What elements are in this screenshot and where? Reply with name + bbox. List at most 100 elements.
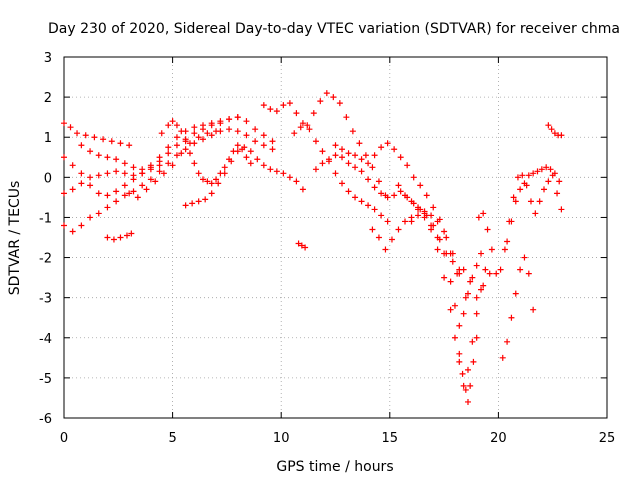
data-point: [226, 116, 233, 123]
series-arc-t: [504, 164, 563, 245]
data-point: [449, 258, 456, 265]
data-point: [530, 170, 537, 177]
data-point: [417, 182, 424, 189]
data-point: [95, 152, 102, 159]
data-point: [165, 150, 172, 157]
series-arc-d: [61, 114, 241, 199]
data-point: [191, 124, 198, 131]
data-point: [208, 132, 215, 139]
data-point: [352, 194, 359, 201]
data-point: [208, 190, 215, 197]
data-point: [139, 166, 146, 173]
data-point: [121, 182, 128, 189]
data-point: [486, 270, 493, 277]
series-arc-n: [369, 208, 493, 301]
data-point: [339, 180, 346, 187]
y-tick-label: 0: [44, 171, 52, 186]
data-point: [547, 166, 554, 173]
data-point: [543, 164, 550, 171]
data-point: [369, 164, 376, 171]
data-point: [69, 186, 76, 193]
y-tick-label: -3: [39, 292, 52, 307]
data-point: [488, 246, 495, 253]
data-point: [78, 180, 85, 187]
data-point: [213, 128, 220, 135]
data-point: [126, 190, 133, 197]
data-point: [241, 144, 248, 151]
data-point: [299, 186, 306, 193]
data-point: [375, 234, 382, 241]
data-point: [365, 160, 372, 167]
data-point: [178, 150, 185, 157]
data-point: [352, 164, 359, 171]
data-point: [182, 138, 189, 145]
data-point: [336, 100, 343, 107]
data-point: [434, 218, 441, 225]
data-point: [297, 124, 304, 131]
data-point: [130, 164, 137, 171]
data-point: [286, 100, 293, 107]
data-point: [454, 270, 461, 277]
data-point: [464, 366, 471, 373]
data-point: [345, 160, 352, 167]
data-point: [195, 170, 202, 177]
data-point: [532, 210, 539, 217]
data-point: [323, 90, 330, 97]
data-point: [551, 130, 558, 137]
x-tick-label: 20: [490, 431, 507, 446]
data-point: [525, 270, 532, 277]
data-point: [234, 128, 241, 135]
data-point: [415, 212, 422, 219]
data-point: [512, 290, 519, 297]
data-point: [267, 106, 274, 113]
data-point: [541, 186, 548, 193]
data-point: [462, 294, 469, 301]
data-point: [74, 130, 81, 137]
data-point: [317, 98, 324, 105]
data-point: [195, 134, 202, 141]
data-point: [497, 266, 504, 273]
data-point: [82, 132, 89, 139]
series-arc-s: [499, 254, 537, 361]
series-arc-q: [456, 334, 480, 405]
data-point: [478, 250, 485, 257]
data-point: [460, 382, 467, 389]
data-point: [554, 190, 561, 197]
y-tick-label: 3: [44, 51, 52, 66]
data-point: [200, 122, 207, 129]
data-point: [545, 122, 552, 129]
data-point: [169, 162, 176, 169]
data-point: [165, 144, 172, 151]
data-point: [456, 350, 463, 357]
data-point: [100, 136, 107, 143]
data-point: [221, 170, 228, 177]
data-point: [147, 162, 154, 169]
data-point: [447, 278, 454, 285]
data-point: [254, 156, 261, 163]
data-point: [69, 228, 76, 235]
data-point: [310, 110, 317, 117]
data-point: [467, 382, 474, 389]
data-point: [67, 124, 74, 131]
data-point: [410, 174, 417, 181]
data-point: [130, 188, 137, 195]
y-axis-label: SDTVAR / TECUs: [7, 181, 23, 296]
data-point: [298, 242, 305, 249]
data-point: [243, 132, 250, 139]
data-point: [234, 142, 241, 149]
data-point: [378, 212, 385, 219]
data-point: [369, 226, 376, 233]
data-point: [556, 178, 563, 185]
data-point: [113, 156, 120, 163]
data-point: [182, 202, 189, 209]
data-point: [538, 166, 545, 173]
y-tick-label: -4: [39, 332, 52, 347]
data-point: [519, 172, 526, 179]
data-point: [104, 234, 111, 241]
data-points: [61, 90, 565, 405]
data-point: [469, 338, 476, 345]
data-point: [371, 152, 378, 159]
series-arc-v: [295, 240, 309, 251]
data-point: [371, 184, 378, 191]
